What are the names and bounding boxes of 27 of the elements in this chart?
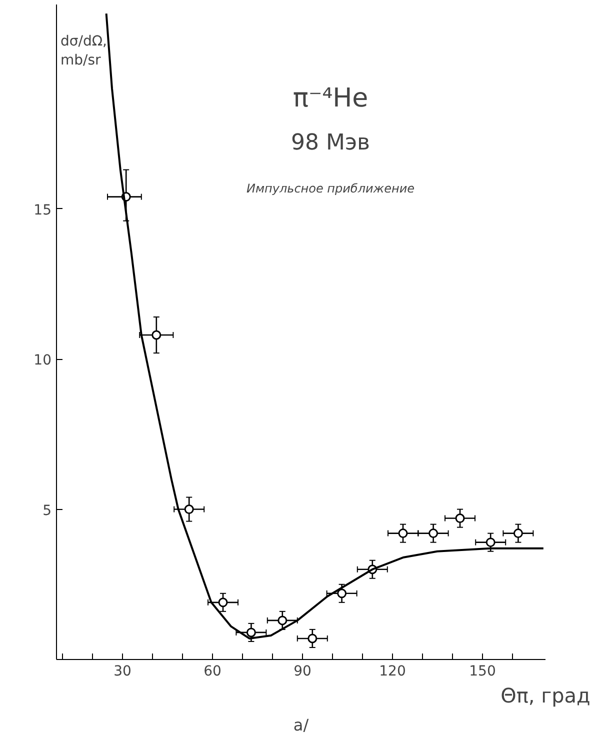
y-tick-label: 15	[34, 202, 52, 218]
x-tick-label: 150	[469, 664, 496, 680]
point	[152, 330, 162, 340]
x-tick-label: 60	[204, 664, 222, 680]
annotation: Импульсное приближение	[246, 182, 415, 196]
point	[184, 504, 194, 514]
point	[428, 528, 438, 538]
point	[308, 634, 318, 644]
point	[337, 588, 347, 598]
x-tick-label: 30	[114, 664, 132, 680]
annotation: π⁻⁴He	[292, 84, 368, 114]
point	[513, 528, 523, 538]
y-tick-label: 10	[34, 352, 52, 369]
y-tick-label: 5	[42, 502, 52, 519]
x-tick-label: 90	[294, 664, 312, 680]
point	[455, 514, 465, 524]
point	[398, 528, 408, 538]
point	[278, 616, 288, 626]
text: a/	[293, 716, 310, 734]
annotation: 98 Мэв	[290, 130, 370, 156]
x-axis-title: Θπ, град	[500, 684, 590, 708]
x-tick-label: 120	[379, 664, 406, 680]
point	[486, 538, 496, 548]
point	[218, 598, 228, 608]
point	[246, 628, 256, 638]
line-series	[105, 12, 544, 640]
y-axis-title: dσ/dΩ, mb/sr	[60, 33, 108, 68]
